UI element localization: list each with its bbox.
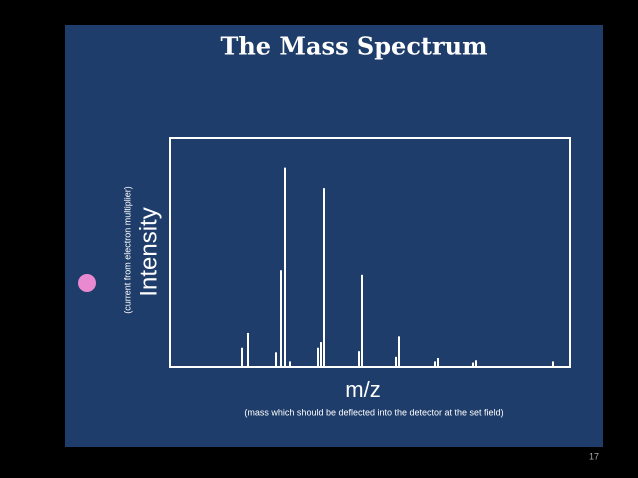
chart-title: The Mass Spectrum bbox=[221, 32, 488, 61]
plot-frame bbox=[169, 137, 571, 368]
page-number: 17 bbox=[589, 451, 599, 461]
x-axis-sublabel: (mass which should be deflected into the… bbox=[244, 407, 503, 417]
y-axis-label: Intensity bbox=[135, 207, 162, 296]
slide-background bbox=[65, 25, 603, 447]
x-axis-label: m/z bbox=[345, 377, 380, 402]
decoration bbox=[78, 274, 96, 292]
y-axis-sublabel: (current from electron multiplier) bbox=[122, 186, 132, 314]
